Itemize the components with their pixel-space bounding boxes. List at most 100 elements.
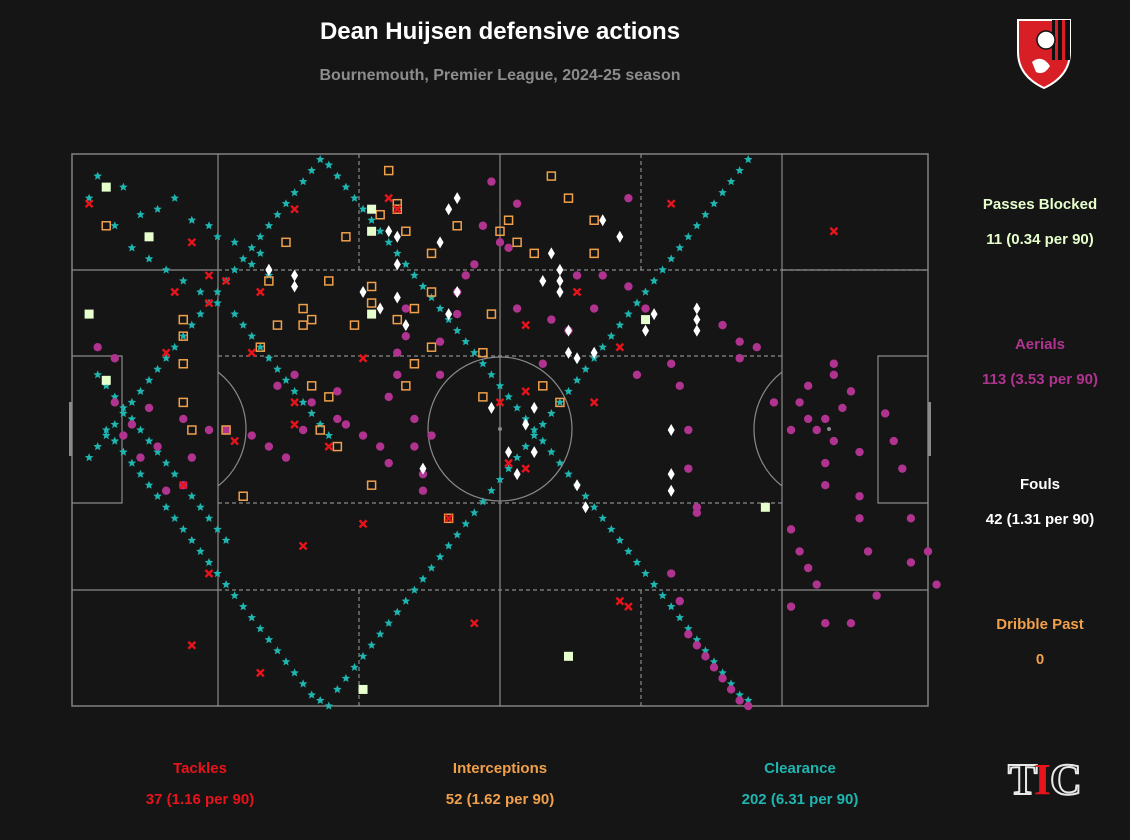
clearance-point [221,535,231,544]
clearance-point [213,524,222,533]
clearance-point [495,475,505,484]
clearance-point [170,513,179,522]
aerials-point [701,652,710,661]
passes-blocked-point [84,309,94,319]
fouls-point [453,192,461,205]
tackles-point [290,398,299,407]
clearance-point [119,182,128,191]
interceptions-point [187,425,197,435]
clearance-point [367,215,376,224]
clearance-point [230,265,239,274]
tackles-point [521,387,531,396]
interceptions-point [383,165,394,176]
clearance-point [93,370,102,379]
clearance-point [375,226,385,235]
clearance-point [230,309,239,318]
clearance-point [735,166,744,175]
fouls-point [359,286,367,298]
aerials-point [401,331,411,341]
clearance-point [170,342,179,351]
clearance-point [136,469,145,478]
clearance-point [564,386,573,395]
aerials-point [735,337,744,346]
clearance-point [564,469,573,478]
aerials-point [144,403,154,413]
interceptions-point [486,309,497,319]
clearance-point [204,221,214,230]
interceptions-point [238,491,248,501]
svg-text:C: C [1050,755,1082,804]
clearance-point [136,425,145,434]
aerials-point [675,596,684,606]
aerials-point [179,414,188,424]
clearance-point [649,276,659,285]
aerials-point [247,431,256,440]
tackles-point [290,420,299,429]
fouls-point [599,214,607,227]
tackles-point [204,298,214,308]
aerials-point [846,387,856,396]
aerials-point [803,381,813,391]
chart-title: Dean Huijsen defensive actions [319,18,681,45]
interceptions-point [426,287,437,297]
tackles-point [521,464,531,473]
aerials-point [855,447,864,457]
clearance-point [187,491,197,500]
clearance-point [624,546,633,556]
interceptions-point [478,392,488,402]
tackles-point [204,569,214,578]
clearance-point [684,624,693,633]
aerials-point [829,370,839,379]
clearance-point [238,320,248,329]
tackles-point [504,458,513,468]
aerials-point [110,354,120,363]
aerials-point [872,591,881,600]
clearance-point [247,331,256,340]
clearance-point [598,342,607,351]
clearance-point [290,188,299,197]
tackles-point [358,519,368,529]
left-penalty-box [72,269,219,591]
tackles-point [255,668,265,678]
aerials-point [453,309,462,319]
aerials-point [401,304,411,313]
clearance-point [213,298,222,307]
clearance-point [316,696,325,705]
fouls-point [616,230,624,243]
clearance-point [307,690,316,699]
clearance-point [102,431,111,440]
aerials-point [846,619,856,628]
clearance-point [358,651,368,660]
left-six-yard-box [72,355,123,504]
svg-text:I: I [1034,755,1051,804]
aerials-point [795,547,804,556]
aerials-point [855,514,864,523]
clearance-point [530,425,539,434]
clearance-point [161,265,171,274]
fouls-point [487,401,495,414]
clearance-point [264,635,274,644]
passes-blocked-point [144,232,154,242]
fouls-point [693,324,701,337]
aerials-point [624,193,633,203]
interceptions-point [555,397,565,408]
tackles-point [572,287,582,297]
clearance-point [401,596,411,605]
aerials-point [119,431,128,440]
left-penalty-arc [217,371,247,487]
passes-blocked-point [101,375,111,385]
center-circle [427,356,573,502]
clearance-point [307,408,316,418]
clearance-point [692,635,702,644]
pitch-chart [69,153,941,711]
interceptions-point [401,226,411,237]
aerials-point [821,481,830,490]
clearance-point [598,513,607,522]
clearance-point [487,370,496,379]
interceptions-point [512,237,522,248]
tackles-point [829,226,839,236]
clearance-point [435,552,445,561]
interceptions-point [538,381,548,391]
aerials-point [221,425,231,435]
clearance-point [641,287,650,296]
